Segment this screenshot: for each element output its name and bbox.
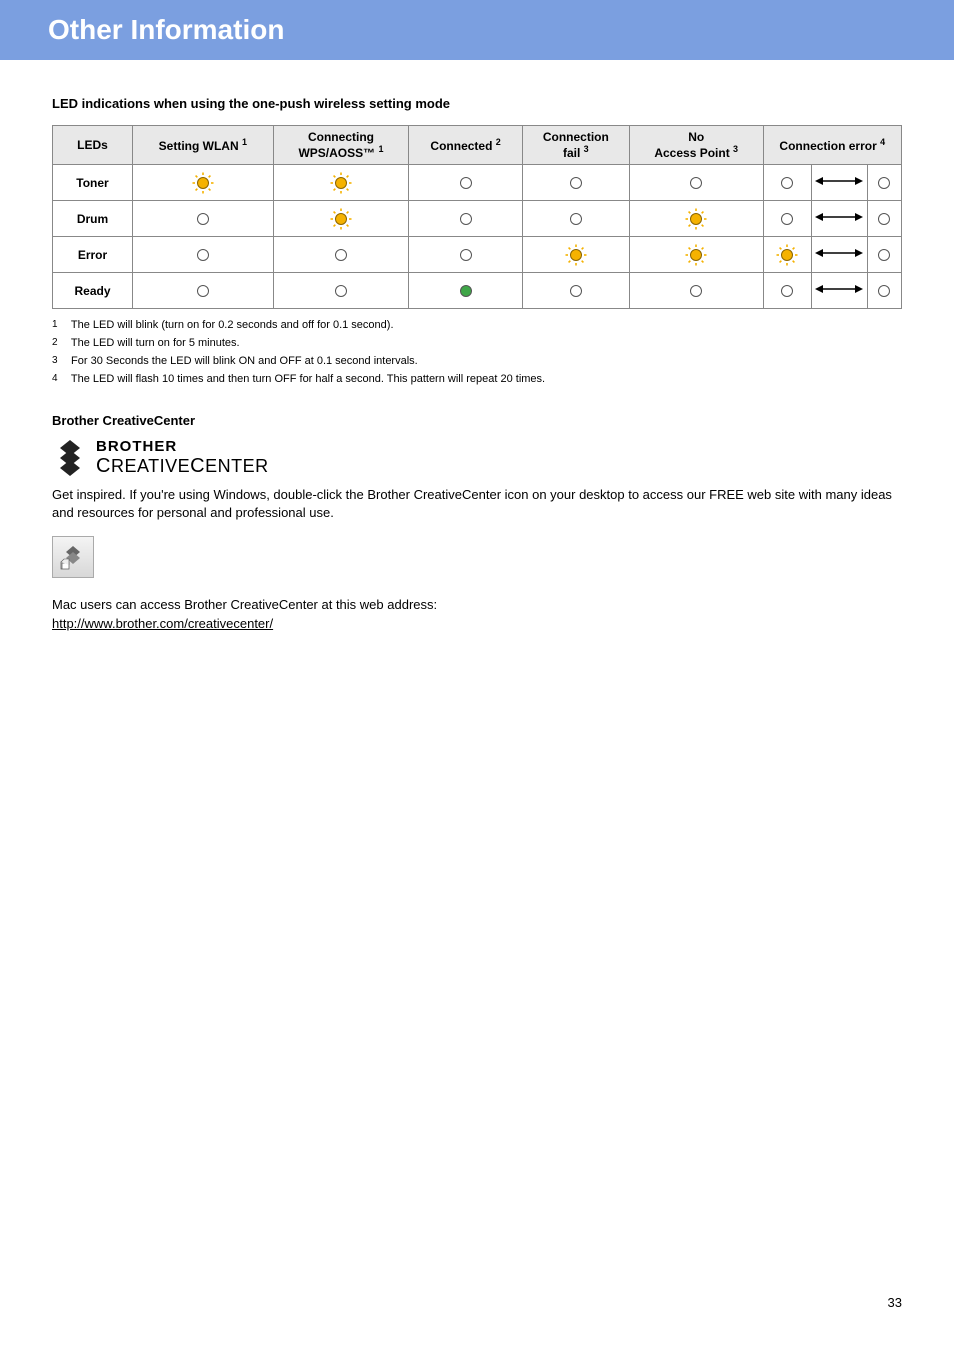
led-cell	[409, 237, 523, 273]
led-cell	[133, 201, 274, 237]
led-cell	[629, 273, 763, 309]
footnote: 2 The LED will turn on for 5 minutes.	[52, 337, 902, 349]
column-header: Setting WLAN 1	[133, 126, 274, 165]
footnote: 1 The LED will blink (turn on for 0.2 se…	[52, 319, 902, 331]
row-label: Drum	[53, 201, 133, 237]
led-cell	[273, 201, 409, 237]
creativecenter-heading: Brother CreativeCenter	[52, 413, 902, 428]
diamond-stack-icon	[52, 440, 88, 476]
led-cell	[763, 237, 811, 273]
content-area: LED indications when using the one-push …	[0, 60, 954, 633]
led-cell	[133, 273, 274, 309]
table-caption: LED indications when using the one-push …	[52, 96, 902, 111]
creativecenter-desktop-icon	[58, 542, 88, 572]
led-cell	[133, 165, 274, 201]
led-cell	[629, 201, 763, 237]
table-row: Error	[53, 237, 902, 273]
table-row: Drum	[53, 201, 902, 237]
row-label: Ready	[53, 273, 133, 309]
header-bar: Other Information	[0, 0, 954, 60]
row-label: Error	[53, 237, 133, 273]
column-header: LEDs	[53, 126, 133, 165]
desktop-icon	[52, 536, 94, 578]
led-cell	[629, 237, 763, 273]
table-row: Toner	[53, 165, 902, 201]
led-cell	[867, 237, 901, 273]
creativecenter-url[interactable]: http://www.brother.com/creativecenter/	[52, 616, 273, 631]
led-cell	[522, 237, 629, 273]
led-cell	[409, 201, 523, 237]
creativecenter-para2: Mac users can access Brother CreativeCen…	[52, 596, 902, 632]
led-cell	[811, 201, 867, 237]
column-header: NoAccess Point 3	[629, 126, 763, 165]
led-cell	[763, 273, 811, 309]
led-cell	[763, 165, 811, 201]
table-row: Ready	[53, 273, 902, 309]
logo-line2: CREATIVECENTER	[96, 455, 269, 478]
creativecenter-logo-text: BROTHER CREATIVECENTER	[96, 438, 269, 478]
logo-line1: BROTHER	[96, 438, 269, 455]
led-cell	[811, 273, 867, 309]
footnotes: 1 The LED will blink (turn on for 0.2 se…	[52, 319, 902, 385]
led-table: LEDsSetting WLAN 1ConnectingWPS/AOSS™ 1C…	[52, 125, 902, 309]
footnote: 3 For 30 Seconds the LED will blink ON a…	[52, 355, 902, 367]
led-cell	[811, 165, 867, 201]
led-cell	[867, 201, 901, 237]
led-cell	[273, 237, 409, 273]
page-number: 33	[888, 1295, 902, 1310]
led-cell	[811, 237, 867, 273]
led-cell	[133, 237, 274, 273]
led-cell	[522, 273, 629, 309]
led-cell	[867, 273, 901, 309]
led-cell	[273, 165, 409, 201]
column-header: Connected 2	[409, 126, 523, 165]
column-header: Connection error 4	[763, 126, 901, 165]
column-header: Connectionfail 3	[522, 126, 629, 165]
column-header: ConnectingWPS/AOSS™ 1	[273, 126, 409, 165]
led-cell	[629, 165, 763, 201]
page-title: Other Information	[48, 14, 284, 46]
led-cell	[409, 165, 523, 201]
creativecenter-logo: BROTHER CREATIVECENTER	[52, 438, 902, 478]
creativecenter-para1: Get inspired. If you're using Windows, d…	[52, 486, 902, 522]
led-cell	[273, 273, 409, 309]
row-label: Toner	[53, 165, 133, 201]
led-cell	[522, 201, 629, 237]
led-cell	[867, 165, 901, 201]
led-cell	[522, 165, 629, 201]
led-cell	[763, 201, 811, 237]
led-cell	[409, 273, 523, 309]
footnote: 4 The LED will flash 10 times and then t…	[52, 373, 902, 385]
